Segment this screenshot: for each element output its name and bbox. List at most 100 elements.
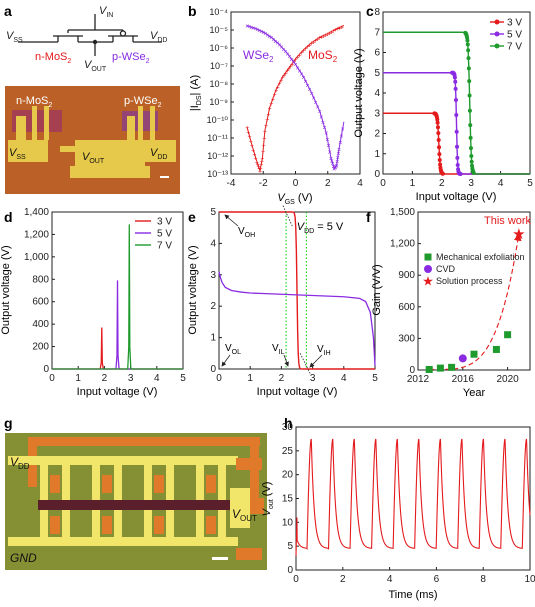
c-legend-marker	[494, 19, 500, 25]
c-point	[468, 123, 473, 128]
b-point: ×	[332, 167, 336, 174]
ph-ytick-label: 20	[282, 470, 294, 481]
panel-c-chart: 0 1 2 3 4 5 0 1 2 3 4 5 6 7 8 3 V5 V7 V Input voltage…	[353, 7, 533, 203]
b-point: +	[334, 27, 338, 34]
pb-xtick-label: -4	[227, 178, 236, 189]
b-point: ×	[308, 87, 312, 94]
b-point: +	[326, 32, 330, 39]
c-point	[467, 93, 472, 98]
b-point: ×	[245, 24, 249, 31]
ph-ytick-label: 10	[282, 517, 294, 528]
f-legend-star: ★	[422, 274, 434, 289]
pb-ytick-label: 10⁻¹²	[207, 151, 228, 161]
pf-xtick-label: 2012	[407, 374, 430, 385]
b-point: ×	[314, 100, 318, 107]
c-point	[454, 129, 459, 134]
b-point: ×	[251, 26, 255, 33]
b-point: ×	[330, 159, 334, 166]
f-legend-circle	[424, 265, 432, 273]
b-point: ×	[316, 105, 320, 112]
pf-xtick-label: 2020	[496, 374, 519, 385]
b-point: +	[318, 35, 322, 42]
f-legend-square	[424, 253, 432, 261]
b-point: ×	[321, 120, 325, 127]
e-tangent-line	[299, 353, 312, 376]
b-point: +	[302, 48, 306, 55]
c-point	[467, 108, 472, 113]
d-legend-label: 7 V	[157, 241, 172, 252]
pc-xtick-label: 4	[498, 178, 504, 189]
b-point: ×	[312, 96, 316, 103]
pe-xtick-label: 4	[341, 373, 347, 384]
photo-vdd-label: VDD	[150, 147, 167, 161]
panel-d-chart: 0 1 2 3 4 5 0 200 400 600 800 1,000 1,200 1,400 3 V5…	[0, 207, 186, 398]
c-point	[466, 66, 471, 71]
panel-label-d: d	[4, 209, 13, 225]
b-point: +	[310, 41, 314, 48]
c-legend-label: 5 V	[507, 30, 522, 41]
c-point	[436, 131, 441, 136]
g-vdd-label: VDD	[10, 455, 30, 471]
c-point	[437, 157, 442, 162]
pd-ytick-label: 0	[43, 364, 49, 375]
f-point-square	[492, 345, 500, 353]
d-ylabel: Output voltage (V)	[0, 245, 12, 334]
pd-ytick-label: 200	[32, 342, 49, 353]
ph-xtick-label: 10	[524, 574, 535, 585]
b-point: +	[256, 162, 260, 169]
panel-label-g: g	[4, 415, 13, 431]
c-point	[435, 120, 440, 125]
c-legend-label: 7 V	[507, 42, 522, 53]
pe-xtick-label: 1	[247, 373, 253, 384]
b-point: +	[256, 164, 260, 171]
b-point: ×	[335, 163, 339, 170]
b-point: +	[338, 25, 342, 32]
c-point	[438, 162, 443, 167]
b-point: +	[279, 78, 283, 85]
pc-xtick-label: 2	[439, 178, 445, 189]
c-point	[453, 86, 458, 91]
f-point-square	[436, 364, 444, 372]
pc-ytick-label: 2	[374, 129, 380, 140]
b-point: +	[281, 75, 285, 82]
b-point: ×	[322, 125, 326, 132]
pb-ytick-label: 10⁻¹⁰	[207, 115, 229, 125]
pe-xtick-label: 3	[310, 373, 316, 384]
b-point: +	[257, 166, 261, 173]
b-point: +	[268, 105, 272, 112]
b-point: +	[259, 162, 263, 169]
g-gnd-label: GND	[10, 551, 37, 565]
b-point: ×	[293, 62, 297, 69]
b-point: ×	[336, 155, 340, 162]
b-point: ×	[273, 39, 277, 46]
b-point: ×	[318, 109, 322, 116]
panel-label-h: h	[284, 415, 293, 431]
b-point: ×	[267, 34, 271, 41]
b-point: ×	[319, 114, 323, 121]
pb-ytick-label: 10⁻¹³	[207, 169, 228, 179]
b-point: +	[258, 168, 262, 175]
d-series-line	[52, 224, 183, 370]
pe-ytick-label: 1	[210, 333, 216, 344]
schematic-vin: VIN	[99, 5, 113, 19]
b-point: ×	[283, 49, 287, 56]
c-legend-label: 3 V	[507, 18, 522, 29]
pf-ytick-label: 300	[398, 333, 415, 344]
e-vtc-line	[219, 211, 375, 370]
panel-label-a: a	[4, 3, 12, 19]
b-point: +	[246, 130, 250, 137]
pd-xtick-label: 2	[102, 373, 108, 384]
e-vil-arrow	[283, 354, 289, 367]
b-point: +	[314, 38, 318, 45]
f-ylabel: Gain (V/V)	[371, 264, 383, 315]
b-point: +	[308, 42, 312, 49]
c-point	[465, 42, 470, 47]
b-point: ×	[302, 75, 306, 82]
pf-xtick-label: 2016	[452, 374, 475, 385]
b-point: +	[266, 111, 270, 118]
b-point: ×	[275, 41, 279, 48]
panel-h-chart: 0 2 4 6 8 10 0 5 10 15 20 25 30 Time (ms) Vout (V)	[261, 422, 535, 601]
b-point: ×	[291, 60, 295, 67]
c-point	[435, 117, 440, 122]
